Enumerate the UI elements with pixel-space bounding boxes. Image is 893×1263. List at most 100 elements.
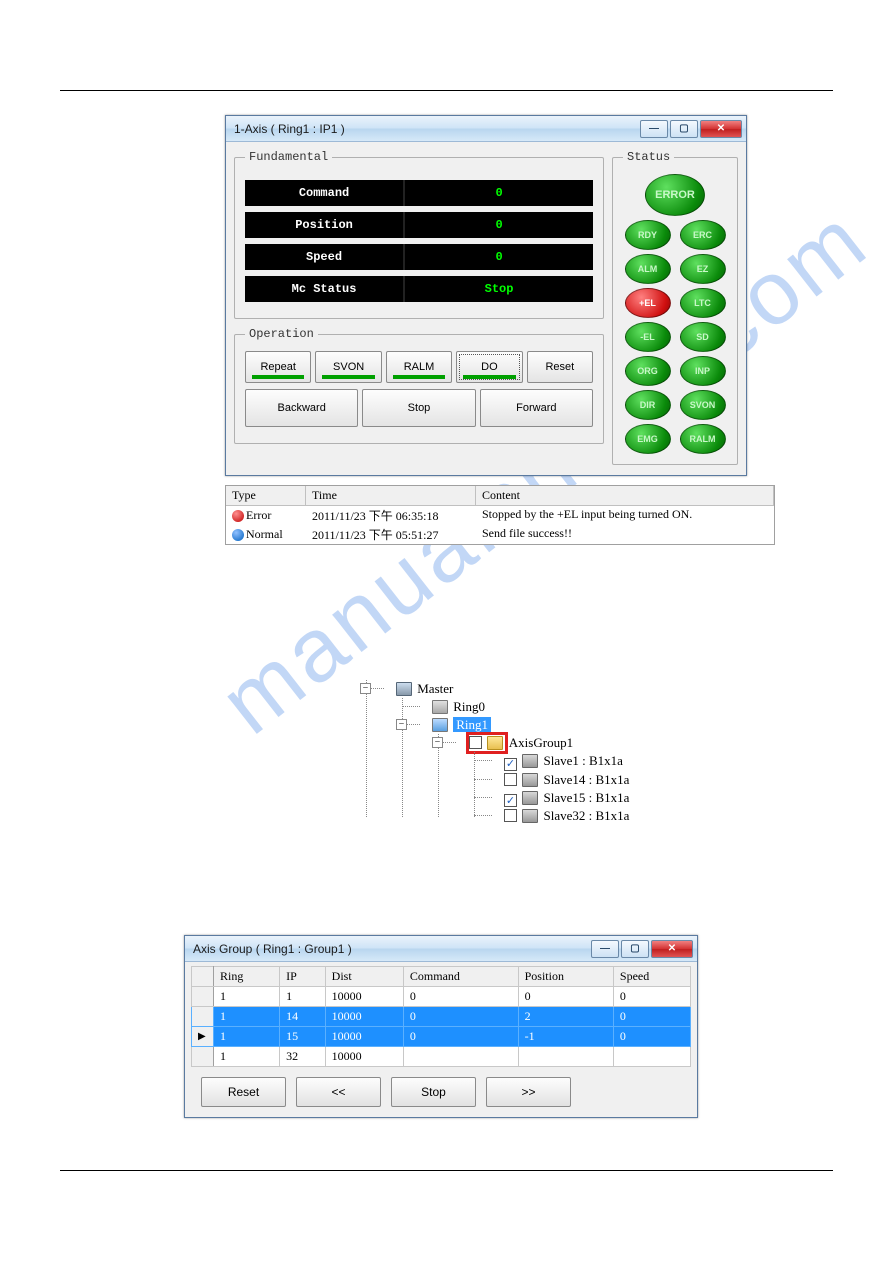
group-stop-button[interactable]: Stop	[391, 1077, 476, 1107]
grid-col-ring[interactable]: Ring	[214, 967, 280, 987]
collapse-icon[interactable]: −	[432, 737, 443, 748]
operation-row-2: Backward Stop Forward	[245, 389, 593, 427]
group-fwd-button[interactable]: >>	[486, 1077, 571, 1107]
checkbox-icon[interactable]	[504, 809, 517, 822]
status-led-inp: INP	[680, 356, 726, 386]
page-divider-top	[60, 90, 833, 91]
grid-col-position[interactable]: Position	[518, 967, 613, 987]
svon-label: SVON	[333, 361, 364, 373]
tree-label-slave32: Slave32 : B1x1a	[544, 808, 630, 823]
tree-node-axisgroup[interactable]: − AxisGroup1 ✓ Slave1 : B1x1a	[450, 734, 629, 825]
reset-button[interactable]: Reset	[527, 351, 593, 383]
checkbox-icon[interactable]	[469, 736, 482, 749]
grid-cell[interactable]: 0	[613, 987, 690, 1007]
checkbox-icon[interactable]	[504, 773, 517, 786]
minimize-button[interactable]: —	[591, 940, 619, 958]
close-button[interactable]: ✕	[700, 120, 742, 138]
grid-cell[interactable]: 0	[613, 1007, 690, 1027]
ralm-label: RALM	[404, 361, 435, 373]
grid-col-command[interactable]: Command	[403, 967, 518, 987]
log-row-error[interactable]: Error 2011/11/23 下午 06:35:18 Stopped by …	[226, 506, 774, 525]
tree-node-master[interactable]: − Master Ring0 − Ring1 −	[378, 680, 629, 825]
grid-cell[interactable]: 1	[214, 1047, 280, 1067]
grid-cell[interactable]: 10000	[325, 1047, 403, 1067]
tree-node-slave14[interactable]: Slave14 : B1x1a	[486, 771, 629, 789]
axis-titlebar[interactable]: 1-Axis ( Ring1 : IP1 ) — ▢ ✕	[226, 116, 746, 142]
grid-cell[interactable]: 10000	[325, 1007, 403, 1027]
grid-cell[interactable]: 10000	[325, 987, 403, 1007]
grid-row-0[interactable]: 1 1 10000 0 0 0	[192, 987, 691, 1007]
forward-label: Forward	[516, 402, 556, 414]
grid-row-3[interactable]: 1 32 10000	[192, 1047, 691, 1067]
group-back-button[interactable]: <<	[296, 1077, 381, 1107]
checkbox-icon[interactable]: ✓	[504, 758, 517, 771]
grid-row-2[interactable]: ▶ 1 15 10000 0 -1 0	[192, 1027, 691, 1047]
log-content-0: Stopped by the +EL input being turned ON…	[476, 506, 774, 525]
grid-cell[interactable]: 10000	[325, 1027, 403, 1047]
log-header-content[interactable]: Content	[476, 486, 774, 506]
grid-cell[interactable]	[403, 1047, 518, 1067]
backward-button[interactable]: Backward	[245, 389, 358, 427]
repeat-label: Repeat	[260, 361, 295, 373]
fundamental-row-position: Position 0	[245, 212, 593, 238]
log-header-time[interactable]: Time	[306, 486, 476, 506]
log-type-normal: Normal	[246, 527, 283, 542]
collapse-icon[interactable]: −	[396, 719, 407, 730]
maximize-button[interactable]: ▢	[670, 120, 698, 138]
tree-node-slave1[interactable]: ✓ Slave1 : B1x1a	[486, 752, 629, 771]
grid-cell[interactable]: -1	[518, 1027, 613, 1047]
checkbox-icon[interactable]: ✓	[504, 794, 517, 807]
grid-cell[interactable]: 0	[613, 1027, 690, 1047]
grid-col-ip[interactable]: IP	[280, 967, 326, 987]
stop-button[interactable]: Stop	[362, 389, 475, 427]
grid-cell[interactable]: 32	[280, 1047, 326, 1067]
tree-label-ring0: Ring0	[453, 699, 485, 714]
grid-col-speed[interactable]: Speed	[613, 967, 690, 987]
collapse-icon[interactable]: −	[360, 683, 371, 694]
repeat-button[interactable]: Repeat	[245, 351, 311, 383]
close-button[interactable]: ✕	[651, 940, 693, 958]
group-reset-button[interactable]: Reset	[201, 1077, 286, 1107]
grid-col-dist[interactable]: Dist	[325, 967, 403, 987]
grid-cell[interactable]: 1	[280, 987, 326, 1007]
tree-node-ring0[interactable]: Ring0	[414, 698, 629, 716]
status-led-dir: DIR	[625, 390, 671, 420]
grid-cell[interactable]: 1	[214, 1007, 280, 1027]
maximize-button[interactable]: ▢	[621, 940, 649, 958]
tree-node-slave15[interactable]: ✓ Slave15 : B1x1a	[486, 789, 629, 808]
device-icon	[522, 791, 538, 805]
grid-cell[interactable]: 1	[214, 1027, 280, 1047]
group-titlebar[interactable]: Axis Group ( Ring1 : Group1 ) — ▢ ✕	[185, 936, 697, 962]
grid-rowhdr-1	[192, 1007, 214, 1027]
tree-node-slave32[interactable]: Slave32 : B1x1a	[486, 807, 629, 825]
status-group: Status ERROR RDY ERC ALM EZ +EL LTC -EL …	[612, 150, 738, 465]
axis-group-grid: Ring IP Dist Command Position Speed 1 1 …	[191, 966, 691, 1067]
grid-cell[interactable]: 0	[403, 1007, 518, 1027]
forward-button[interactable]: Forward	[480, 389, 593, 427]
grid-cell[interactable]: 1	[214, 987, 280, 1007]
grid-row-1[interactable]: 1 14 10000 0 2 0	[192, 1007, 691, 1027]
grid-cell[interactable]	[613, 1047, 690, 1067]
svon-button[interactable]: SVON	[315, 351, 381, 383]
ring-icon	[432, 718, 448, 732]
status-led-plusel: +EL	[625, 288, 671, 318]
grid-cell[interactable]: 15	[280, 1027, 326, 1047]
grid-cell[interactable]	[518, 1047, 613, 1067]
log-header-type[interactable]: Type	[226, 486, 306, 506]
grid-rowhdr-3	[192, 1047, 214, 1067]
grid-cell[interactable]: 2	[518, 1007, 613, 1027]
status-led-emg: EMG	[625, 424, 671, 454]
grid-cell[interactable]: 0	[403, 1027, 518, 1047]
grid-cell[interactable]: 14	[280, 1007, 326, 1027]
do-button[interactable]: DO	[456, 351, 522, 383]
status-led-sd: SD	[680, 322, 726, 352]
grid-cell[interactable]: 0	[518, 987, 613, 1007]
ralm-button[interactable]: RALM	[386, 351, 452, 383]
log-row-normal[interactable]: Normal 2011/11/23 下午 05:51:27 Send file …	[226, 525, 774, 544]
grid-cell[interactable]: 0	[403, 987, 518, 1007]
mcstatus-value: Stop	[405, 276, 593, 302]
minimize-button[interactable]: —	[640, 120, 668, 138]
tree-node-ring1[interactable]: − Ring1 − AxisGroup1	[414, 716, 629, 825]
svon-indicator	[322, 375, 374, 379]
do-indicator	[463, 375, 515, 379]
